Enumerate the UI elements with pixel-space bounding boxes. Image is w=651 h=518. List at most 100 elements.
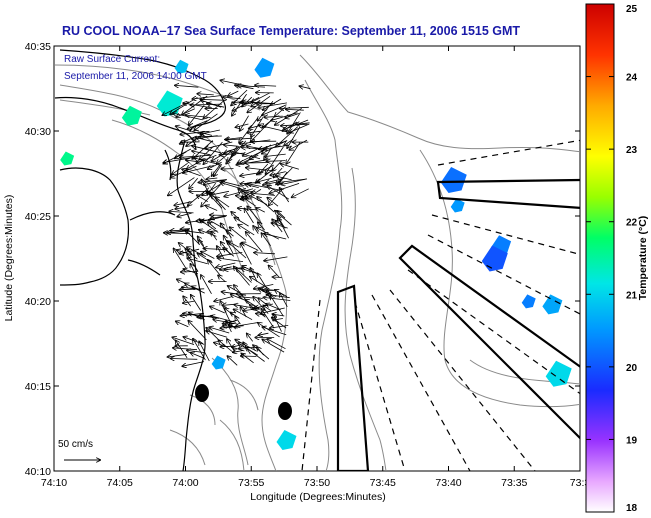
current-vector xyxy=(176,108,195,117)
current-vector xyxy=(219,340,235,354)
current-vector xyxy=(258,101,274,120)
sst-patch xyxy=(60,151,75,166)
current-vector xyxy=(174,201,192,206)
x-tick-label: 73:50 xyxy=(304,477,330,489)
current-vector xyxy=(211,316,236,323)
surface-current-vectors xyxy=(163,80,311,366)
current-vector xyxy=(271,296,284,316)
current-vector xyxy=(208,260,221,276)
current-vector xyxy=(188,120,208,129)
current-vector xyxy=(234,267,250,286)
current-vector xyxy=(296,123,310,125)
current-vector xyxy=(250,268,258,283)
current-vector xyxy=(256,167,276,183)
current-vector xyxy=(191,295,202,311)
current-vector xyxy=(192,151,211,156)
current-vector xyxy=(191,264,198,278)
current-vector xyxy=(255,85,277,86)
current-vector xyxy=(194,158,220,166)
x-tick-label: 73:55 xyxy=(238,477,264,489)
current-vector xyxy=(173,348,198,350)
current-vector xyxy=(210,307,225,314)
current-vector xyxy=(276,176,292,181)
current-vector xyxy=(256,314,266,316)
current-vector xyxy=(253,297,269,314)
current-vector xyxy=(224,236,234,254)
sst-patch xyxy=(121,105,142,126)
current-vector xyxy=(200,220,219,233)
current-vector xyxy=(186,115,211,117)
sst-patch xyxy=(174,59,189,74)
current-vector xyxy=(189,177,199,188)
current-vector xyxy=(246,347,265,362)
current-vector xyxy=(182,361,205,367)
current-vector xyxy=(292,188,309,198)
current-vector xyxy=(171,359,198,360)
y-tick-label: 40:20 xyxy=(25,296,51,308)
current-vector xyxy=(203,99,225,119)
current-vector xyxy=(258,102,287,108)
current-vector xyxy=(283,121,298,131)
colorbar-tick-label: 23 xyxy=(626,145,638,156)
current-vector xyxy=(253,345,270,360)
current-vector xyxy=(240,297,253,298)
current-vector xyxy=(281,124,308,126)
current-vector xyxy=(181,229,191,230)
current-vector xyxy=(204,249,228,250)
current-vector xyxy=(258,223,265,231)
current-vector xyxy=(185,249,198,260)
colorbar-ticks: 25 24 23 22 21 20 19 18 xyxy=(586,3,638,514)
sst-patch xyxy=(545,360,572,387)
colorbar-tick-label: 24 xyxy=(626,73,638,84)
current-vector xyxy=(177,212,192,217)
current-vector xyxy=(225,308,234,316)
polygon-east-strip xyxy=(436,178,580,209)
current-vector xyxy=(180,135,197,144)
current-vector xyxy=(172,337,195,345)
current-vector xyxy=(240,139,271,144)
current-vector xyxy=(248,184,280,191)
current-vector xyxy=(217,252,243,256)
current-vector xyxy=(259,163,269,173)
current-note-line2: September 11, 2006 14:00 GMT xyxy=(64,71,207,82)
current-vector xyxy=(247,207,263,225)
current-vector xyxy=(269,266,280,278)
current-vector xyxy=(254,253,276,254)
current-vector xyxy=(280,293,288,307)
current-vector xyxy=(251,193,276,195)
current-vector xyxy=(247,146,264,150)
current-vector xyxy=(230,227,247,241)
current-vector xyxy=(251,92,271,103)
current-vector xyxy=(189,105,205,125)
current-vector xyxy=(186,221,199,223)
current-vector xyxy=(267,339,286,350)
temperature-colorbar: 25 24 23 22 21 20 19 18 Temperature (°C) xyxy=(585,3,649,514)
current-vector xyxy=(273,277,282,278)
current-vector xyxy=(248,131,261,133)
y-tick-label: 40:15 xyxy=(25,381,51,393)
current-vector xyxy=(241,354,254,364)
current-vector xyxy=(186,160,199,162)
current-vector xyxy=(194,113,218,131)
x-tick-label: 73:40 xyxy=(435,477,461,489)
current-vector xyxy=(176,321,189,328)
current-vector xyxy=(196,154,217,163)
sst-patch xyxy=(528,514,548,518)
current-vector xyxy=(245,209,254,224)
current-vector xyxy=(235,85,254,90)
current-vector xyxy=(279,178,307,182)
current-vector xyxy=(261,309,275,329)
site-marker-2 xyxy=(278,402,292,420)
current-vector xyxy=(240,115,249,131)
current-vector xyxy=(183,301,195,303)
current-vector xyxy=(228,90,239,96)
sst-patch xyxy=(211,355,226,370)
current-vector xyxy=(262,104,287,116)
current-vector xyxy=(205,141,233,149)
current-vector xyxy=(169,211,194,213)
current-vector xyxy=(200,136,222,137)
study-polygons xyxy=(336,178,580,471)
sst-patch xyxy=(254,57,275,78)
radial-dashed-lines xyxy=(301,139,580,471)
